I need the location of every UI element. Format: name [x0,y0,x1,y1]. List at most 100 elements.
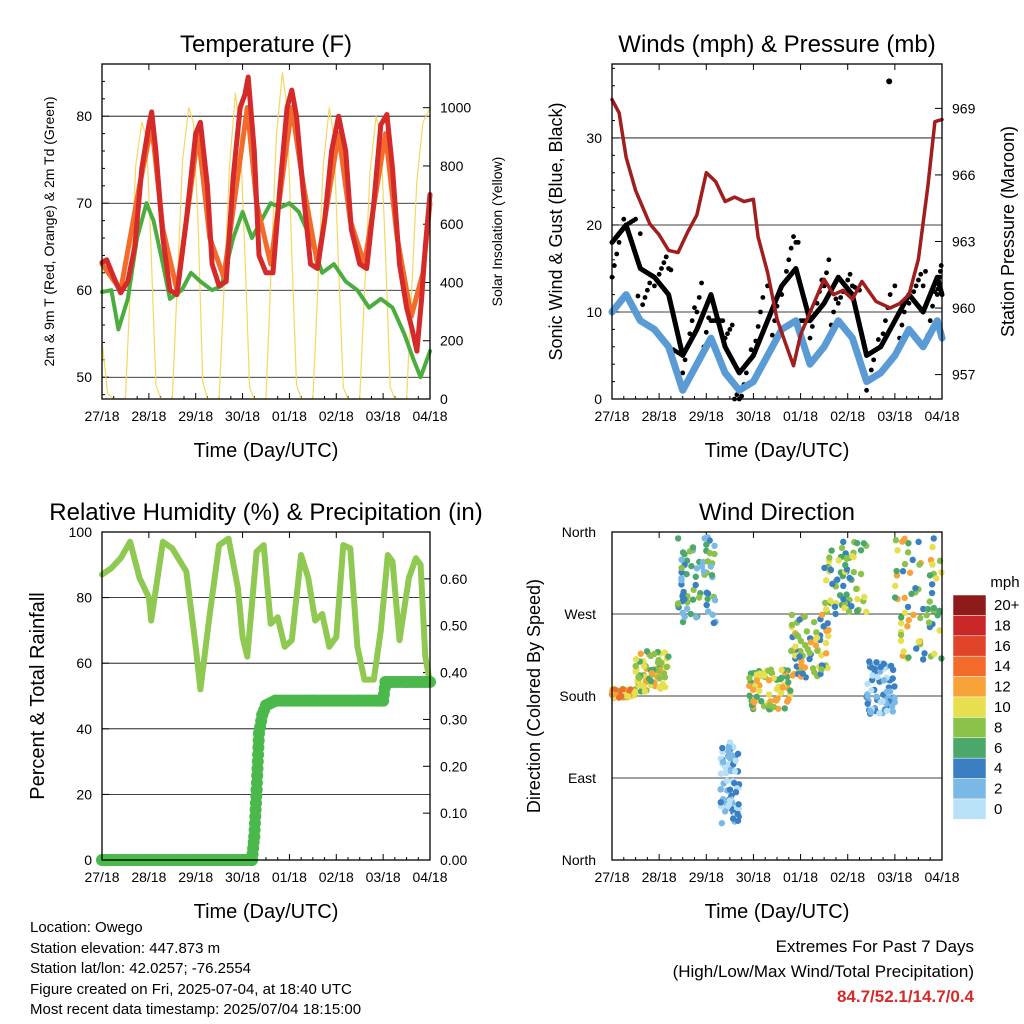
x-axis-label: Time (Day/UTC) [705,901,850,923]
direction-point [868,687,875,694]
direction-point [868,664,875,671]
temp-2m-line [99,74,433,354]
direction-point [619,686,626,693]
panel-title: Winds (mph) & Pressure (mb) [618,31,935,58]
x-tick-label: 01/18 [272,869,307,885]
y-right-tick-label: 0.20 [440,758,467,774]
gust-line [609,222,945,376]
legend-swatch [952,798,987,820]
x-tick-label: 30/18 [225,869,260,885]
y-tick-label: 20 [586,217,602,233]
gust-point [835,300,841,306]
direction-point [864,700,871,707]
gust-point [729,322,735,328]
x-tick-label: 03/18 [877,408,912,424]
direction-point [801,664,809,671]
gust-outlier-point [886,78,893,85]
direction-point [926,598,933,605]
gust-point [833,296,839,302]
direction-point [678,577,685,584]
gust-point [899,322,905,328]
gust-point [937,274,943,280]
direction-point [921,650,928,657]
direction-point [758,698,765,705]
direction-point [717,799,724,806]
legend-swatch [952,737,987,759]
legend-swatch [952,757,987,779]
direction-point [926,572,934,579]
y-axis-label: 2m & 9m T (Red, Orange) & 2m Td (Green) [41,97,57,367]
direction-point [753,693,760,701]
direction-point [898,614,905,621]
gust-point [845,277,851,283]
direction-point [919,656,927,663]
gust-point [699,280,704,286]
figure-created: Figure created on Fri, 2025-07-04, at 18… [30,980,352,998]
direction-point [822,650,830,657]
most-recent-timestamp: Most recent data timestamp: 2025/07/04 1… [30,1001,362,1018]
direction-point [891,683,898,690]
x-tick-label: 03/18 [877,869,912,885]
gust-point [644,287,650,293]
y-tick-label: 40 [76,721,92,737]
gust-point [652,283,657,289]
direction-point [648,670,656,677]
direction-point [811,669,818,676]
gust-point [824,270,829,276]
x-tick-label: 29/18 [178,408,213,424]
gust-point [883,318,888,324]
direction-point [721,808,729,815]
panel-3: Relative Humidity (%) & Precipitation (i… [27,499,483,923]
x-axis-label: Time (Day/UTC) [194,901,339,923]
direction-point [913,645,920,652]
direction-point [725,801,733,808]
direction-point [799,670,806,677]
direction-point [797,637,805,645]
direction-point [655,656,662,664]
direction-point [753,671,760,678]
gust-point [722,335,728,341]
direction-point [857,547,865,554]
gust-point [880,331,886,337]
direction-point [726,739,734,746]
x-tick-label: 01/18 [783,869,818,885]
direction-point [779,684,786,691]
direction-point [891,582,899,590]
direction-point [901,560,909,568]
direction-point [824,664,831,672]
direction-point [853,607,861,615]
gust-point [682,357,688,363]
direction-point [905,654,912,661]
x-tick-label: 27/18 [594,869,629,885]
y-right-tick-label: 0.50 [440,618,467,634]
direction-point [704,558,711,565]
direction-point [849,553,856,560]
y-right-tick-label: 966 [952,167,976,183]
x-tick-label: 29/18 [689,869,724,885]
direction-point [892,537,900,544]
x-tick-label: 27/18 [84,869,119,885]
direction-point [801,613,808,620]
direction-point [876,710,883,717]
gust-point [677,351,683,357]
legend-swatch [952,676,987,698]
direction-point [861,593,868,601]
direction-point [751,699,758,706]
legend-swatch [952,696,987,718]
direction-point [631,689,638,697]
y-tick-label: 10 [586,304,602,320]
y-right-tick-label: 0.60 [440,571,467,587]
direction-point [726,753,733,760]
gust-point [842,283,848,289]
panel-title: Wind Direction [699,499,855,526]
speed-legend: mph 20+ 18 16 14 12 10 8 6 4 2 0 [952,574,1020,820]
direction-point [636,674,643,682]
legend-swatch [952,615,987,637]
gust-point [781,280,787,286]
direction-point [690,586,697,594]
direction-point [765,667,772,674]
direction-point [916,561,923,568]
direction-point [778,666,785,674]
direction-point [818,666,825,673]
direction-point [853,585,860,593]
